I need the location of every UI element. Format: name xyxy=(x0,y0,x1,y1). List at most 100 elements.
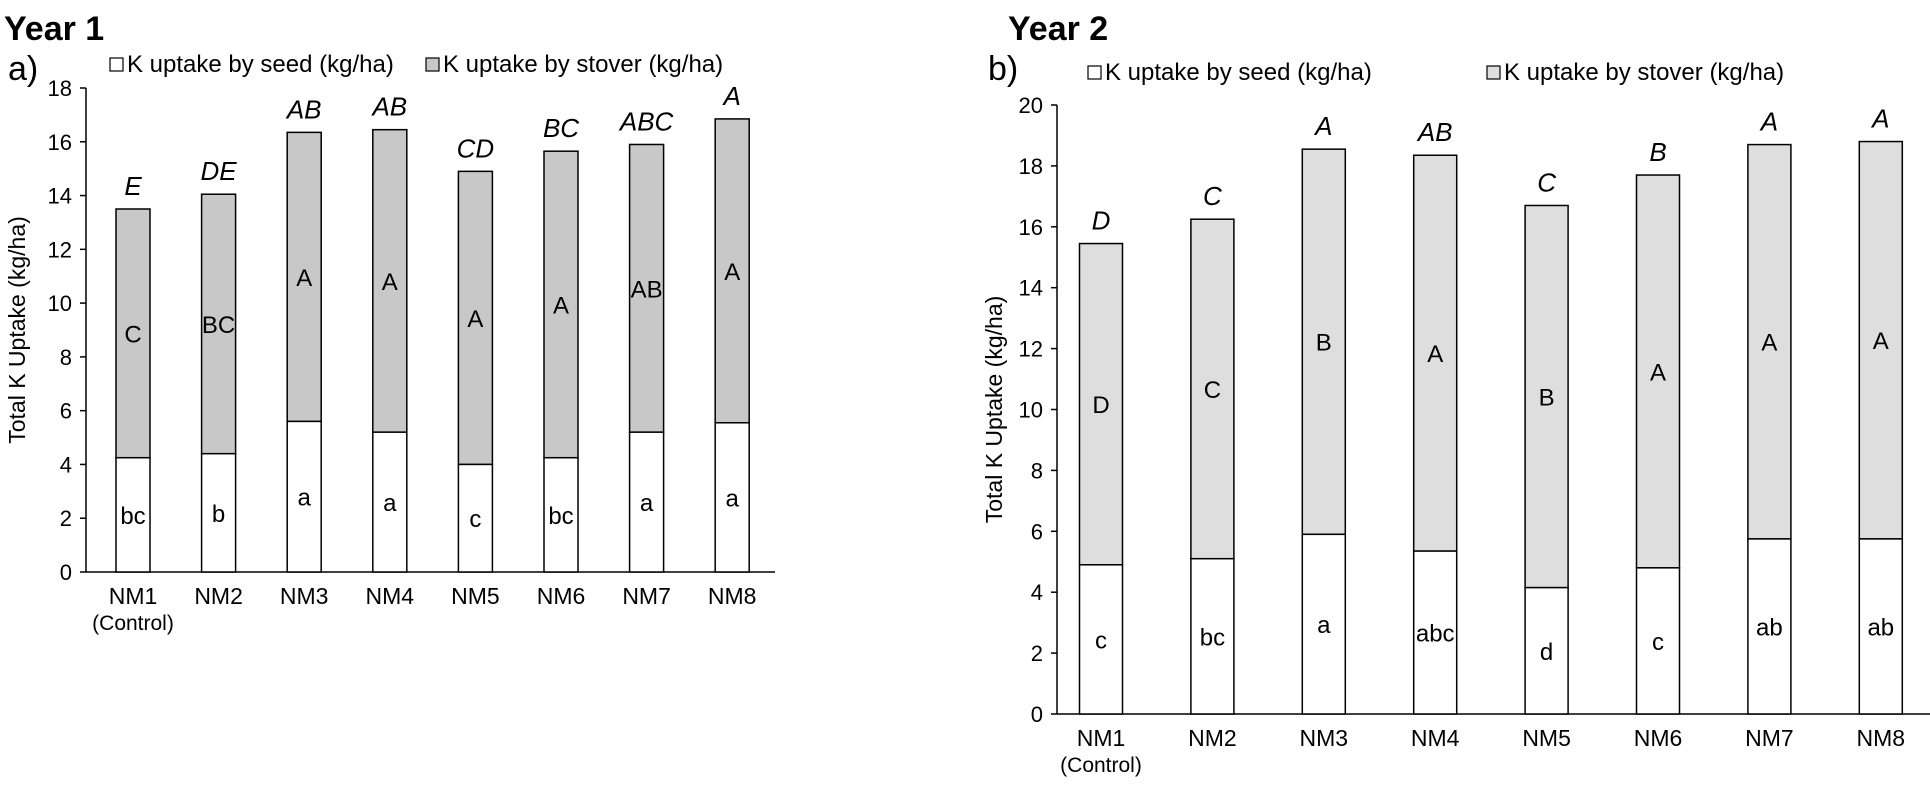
bar-seed xyxy=(457,463,494,573)
x-tick-label: NM1 xyxy=(1077,725,1126,751)
stover-letter: A xyxy=(1873,328,1889,355)
x-tick-sublabel: (Control) xyxy=(92,612,174,635)
bar-seed xyxy=(714,422,750,573)
total-letter: D xyxy=(1092,206,1111,236)
stover-letter: BC xyxy=(202,312,235,339)
stover-letter: A xyxy=(296,265,312,292)
x-tick-label: NM1 xyxy=(109,583,158,609)
total-letter: ABC xyxy=(618,106,674,136)
x-tick-sublabel: (Control) xyxy=(1060,754,1142,777)
bar-stover xyxy=(1747,143,1792,540)
x-tick-label: NM4 xyxy=(1411,725,1460,751)
total-letter: A xyxy=(1313,111,1332,141)
x-tick-label: NM2 xyxy=(194,583,243,609)
bar-seed xyxy=(1747,538,1792,715)
bar-stover xyxy=(457,170,494,466)
seed-letter: a xyxy=(383,490,397,517)
y-tick-label: 4 xyxy=(1031,580,1043,605)
bar-stover xyxy=(1078,242,1124,566)
y-tick-label: 0 xyxy=(60,560,72,585)
x-tick-label: NM7 xyxy=(622,583,671,609)
panel-label: a) xyxy=(8,50,38,88)
bar-group-nm3: a A AB NM3 xyxy=(280,94,329,609)
bar-seed xyxy=(543,456,579,573)
y-tick-label: 2 xyxy=(60,506,72,531)
stover-letter: A xyxy=(553,292,569,319)
bar-seed xyxy=(628,431,665,573)
panel-label: b) xyxy=(988,50,1018,88)
y-tick-label: 12 xyxy=(1019,337,1043,362)
legend-swatch xyxy=(425,57,440,72)
legend-item-stover: K uptake by stover (kg/ha) xyxy=(425,51,723,78)
stover-letter: C xyxy=(124,321,141,348)
x-tick-label: NM6 xyxy=(1634,725,1683,751)
x-tick-label: NM8 xyxy=(1857,725,1906,751)
y-tick-label: 18 xyxy=(1019,154,1043,179)
total-letter: AB xyxy=(285,94,322,124)
bar-group-nm8: a A A NM8 xyxy=(708,81,757,609)
total-letter: DE xyxy=(201,156,238,186)
y-tick-label: 20 xyxy=(1019,93,1043,118)
seed-letter: a xyxy=(726,485,740,512)
bar-stover xyxy=(1190,218,1235,560)
total-letter: AB xyxy=(370,92,407,122)
bar-seed xyxy=(1858,538,1904,715)
seed-letter: a xyxy=(298,485,312,512)
y-tick-label: 10 xyxy=(48,291,72,316)
bar-seed xyxy=(200,452,237,573)
bar-group-nm6: bc A BC NM6 xyxy=(537,113,586,609)
y-tick-label: 4 xyxy=(60,452,72,477)
bar-seed xyxy=(1524,586,1569,715)
total-letter: B xyxy=(1649,137,1666,167)
seed-letter: d xyxy=(1540,639,1553,666)
total-letter: BC xyxy=(543,113,579,143)
y-tick-label: 8 xyxy=(1031,458,1043,483)
x-tick-label: NM5 xyxy=(1522,725,1571,751)
stover-letter: D xyxy=(1092,392,1109,419)
y-tick-label: 18 xyxy=(48,76,72,101)
bar-group-nm4: a A AB NM4 xyxy=(366,92,415,609)
seed-letter: b xyxy=(212,501,225,528)
stover-letter: A xyxy=(724,259,740,286)
bar-seed xyxy=(1635,567,1681,715)
total-letter: A xyxy=(1870,104,1889,134)
bar-group-nm7: a AB ABC NM7 xyxy=(618,106,674,609)
bar-stover xyxy=(372,128,408,433)
chart-title: Year 2 xyxy=(1008,10,1108,48)
bar-seed xyxy=(1190,557,1235,715)
bar-stover xyxy=(1412,154,1458,552)
stover-letter: AB xyxy=(631,276,663,303)
legend-swatch xyxy=(1486,65,1501,80)
stover-letter: B xyxy=(1539,385,1555,412)
total-letter: A xyxy=(722,81,741,111)
x-tick-label: NM3 xyxy=(280,583,329,609)
y-tick-label: 16 xyxy=(1019,215,1043,240)
bar-seed xyxy=(1301,533,1347,715)
total-letter: CD xyxy=(457,133,495,163)
seed-letter: bc xyxy=(120,503,145,530)
total-letter: C xyxy=(1537,167,1556,197)
y-tick-label: 14 xyxy=(48,184,72,209)
total-letter: A xyxy=(1759,107,1778,137)
x-tick-label: NM6 xyxy=(537,583,586,609)
bar-group-nm7: ab A A NM7 xyxy=(1745,107,1794,751)
y-tick-label: 16 xyxy=(48,130,72,155)
seed-letter: abc xyxy=(1416,621,1455,648)
seed-letter: bc xyxy=(548,503,573,530)
bar-stover xyxy=(1524,204,1569,589)
bar-stover xyxy=(543,150,579,459)
y-tick-label: 6 xyxy=(60,399,72,424)
chart-title: Year 1 xyxy=(4,10,104,48)
legend-label: K uptake by seed (kg/ha) xyxy=(127,51,394,78)
stover-letter: A xyxy=(1761,330,1777,357)
legend-label: K uptake by seed (kg/ha) xyxy=(1105,59,1372,86)
y-axis-label: Total K Uptake (kg/ha) xyxy=(981,296,1007,524)
bar-stover xyxy=(1858,140,1904,540)
bar-seed xyxy=(115,456,151,573)
seed-letter: c xyxy=(1652,629,1664,656)
stover-letter: A xyxy=(382,269,398,296)
y-tick-label: 14 xyxy=(1019,276,1043,301)
y-tick-label: 12 xyxy=(48,237,72,262)
y-axis-label: Total K Uptake (kg/ha) xyxy=(4,216,30,444)
total-letter: C xyxy=(1203,181,1222,211)
